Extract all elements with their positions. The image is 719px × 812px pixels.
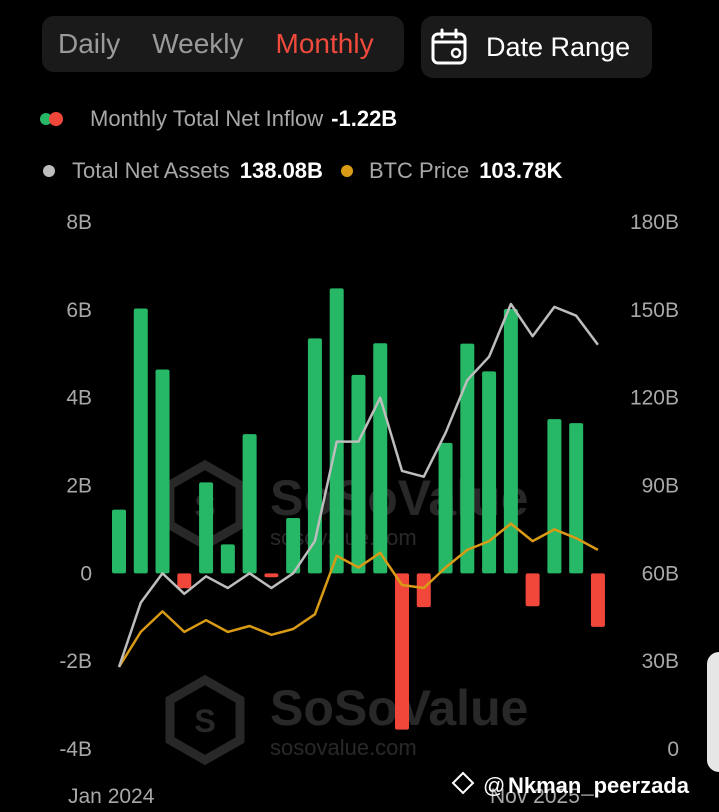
x-start-label: Jan 2024 xyxy=(68,785,155,808)
inflow-bar[interactable] xyxy=(569,423,584,574)
calendar-icon xyxy=(431,28,467,65)
svg-text:S: S xyxy=(194,703,215,739)
y-left-tick: -4B xyxy=(59,738,92,761)
series-lines xyxy=(117,302,599,668)
inflow-bar[interactable] xyxy=(286,517,301,574)
inflow-bar[interactable] xyxy=(351,374,366,574)
y-left-tick: 6B xyxy=(66,299,92,322)
y-axis-left: 8B 6B 4B 2B 0 -2B -4B xyxy=(59,211,92,761)
assets-label: Total Net Assets xyxy=(72,158,230,183)
period-tabs: Daily Weekly Monthly xyxy=(42,16,404,72)
inflow-bar[interactable] xyxy=(177,573,192,589)
at-symbol: @ xyxy=(483,773,505,798)
inflow-bar[interactable] xyxy=(460,343,475,574)
watermark-url-2: sosovalue.com xyxy=(270,735,417,760)
inflow-bar[interactable] xyxy=(482,371,497,574)
date-range-label: Date Range xyxy=(486,31,631,62)
y-right-tick: 120B xyxy=(630,387,679,410)
btc-label: BTC Price xyxy=(368,158,470,183)
tab-monthly[interactable]: Monthly xyxy=(275,28,374,59)
author-handle: Nkman_peerzada xyxy=(508,773,690,798)
net-assets-line xyxy=(117,302,599,668)
inflow-legend-icon xyxy=(40,112,68,126)
inflow-bar[interactable] xyxy=(503,308,518,574)
tab-weekly[interactable]: Weekly xyxy=(152,28,244,59)
y-left-tick: 2B xyxy=(66,475,92,498)
btc-price-line xyxy=(117,522,599,668)
inflow-bar[interactable] xyxy=(329,288,344,574)
inflow-bars xyxy=(112,288,605,730)
y-left-tick: 4B xyxy=(66,387,92,410)
inflow-bar[interactable] xyxy=(307,338,322,574)
inflow-bar[interactable] xyxy=(590,573,605,627)
inflow-bar[interactable] xyxy=(416,573,431,608)
y-right-tick: 0 xyxy=(667,738,679,761)
inflow-bar[interactable] xyxy=(220,544,235,574)
y-left-tick: 0 xyxy=(80,562,92,585)
y-right-tick: 30B xyxy=(642,650,679,673)
assets-legend-dot xyxy=(43,165,55,177)
date-range-button[interactable]: Date Range xyxy=(421,16,652,78)
y-right-tick: 60B xyxy=(642,562,679,585)
author-credit: @ Nkman_peerzada xyxy=(451,771,690,798)
inflow-legend: Monthly Total Net Inflow -1.22B xyxy=(40,106,397,132)
y-left-tick: -2B xyxy=(59,650,92,673)
net-inflow-chart: S SoSoValue sosovalue.com S SoSoValue so… xyxy=(59,211,690,808)
assets-legend: Total Net Assets 138.08B BTC Price 103.7… xyxy=(40,158,562,184)
inflow-bar[interactable] xyxy=(133,308,148,574)
inflow-label: Monthly Total Net Inflow xyxy=(90,106,324,131)
inflow-value: -1.22B xyxy=(331,106,398,131)
exchange-icon xyxy=(451,771,475,795)
inflow-bar[interactable] xyxy=(112,509,126,574)
btc-legend-dot xyxy=(340,165,353,177)
y-right-tick: 150B xyxy=(630,299,679,322)
inflow-bar[interactable] xyxy=(373,343,388,574)
edge-handle[interactable] xyxy=(707,652,719,772)
y-left-tick: 8B xyxy=(66,211,92,234)
x-end-label: Nov 2025 xyxy=(490,785,580,808)
btc-value: 103.78K xyxy=(479,158,563,183)
inflow-bar[interactable] xyxy=(155,369,170,574)
inflow-bar[interactable] xyxy=(525,573,540,607)
y-axis-right: 180B 150B 120B 90B 60B 30B 0 xyxy=(630,211,679,761)
inflow-bar[interactable] xyxy=(438,442,453,574)
y-right-tick: 180B xyxy=(630,211,679,234)
inflow-bar[interactable] xyxy=(395,573,410,730)
watermark: S SoSoValue sosovalue.com S SoSoValue so… xyxy=(165,459,528,766)
y-right-tick: 90B xyxy=(642,475,679,498)
inflow-bar[interactable] xyxy=(547,419,562,574)
assets-value: 138.08B xyxy=(239,158,323,183)
tab-daily[interactable]: Daily xyxy=(58,28,121,59)
inflow-bar[interactable] xyxy=(199,482,214,574)
inflow-bar[interactable] xyxy=(242,434,257,574)
inflow-bar[interactable] xyxy=(264,573,279,578)
